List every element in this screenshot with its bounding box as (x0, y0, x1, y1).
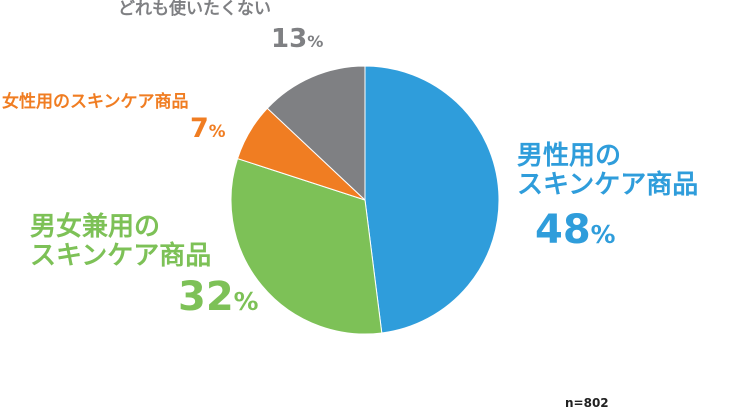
pct-value: 32 (178, 274, 234, 321)
pie-slice-3 (266, 65, 366, 202)
label-womens-skincare: 女性用のスキンケア商品 7% (2, 92, 226, 145)
pct-value: 48 (535, 207, 591, 254)
label-mens-skincare-percent: 48% (535, 208, 698, 253)
pct-unit: % (208, 121, 226, 142)
label-mens-skincare: 男性用の スキンケア商品 48% (517, 141, 699, 253)
label-none-line1: どれも使いたくない (118, 0, 271, 19)
pct-unit: % (590, 220, 616, 250)
label-none: どれも使いたくない 13% (118, 0, 323, 54)
label-unisex-skincare-line2: スキンケア商品 (30, 241, 212, 272)
pct-value: 7 (190, 113, 209, 145)
pct-unit: % (307, 32, 324, 52)
pie-slice-1 (230, 157, 383, 335)
label-mens-skincare-line2: スキンケア商品 (517, 170, 699, 201)
pct-unit: % (233, 287, 259, 317)
label-unisex-skincare-line1: 男女兼用の (30, 212, 161, 242)
label-none-percent: 13% (271, 24, 324, 55)
sample-size-note: n=802 (565, 396, 609, 410)
label-womens-skincare-percent: 7% (190, 113, 226, 145)
pct-value: 13 (271, 24, 308, 55)
pie-slice-0 (364, 65, 500, 334)
label-unisex-skincare: 男女兼用の スキンケア商品 32% (30, 212, 259, 320)
label-mens-skincare-line1: 男性用の (517, 141, 622, 171)
label-womens-skincare-line1: 女性用のスキンケア商品 (2, 92, 189, 112)
label-unisex-skincare-percent: 32% (178, 275, 259, 320)
